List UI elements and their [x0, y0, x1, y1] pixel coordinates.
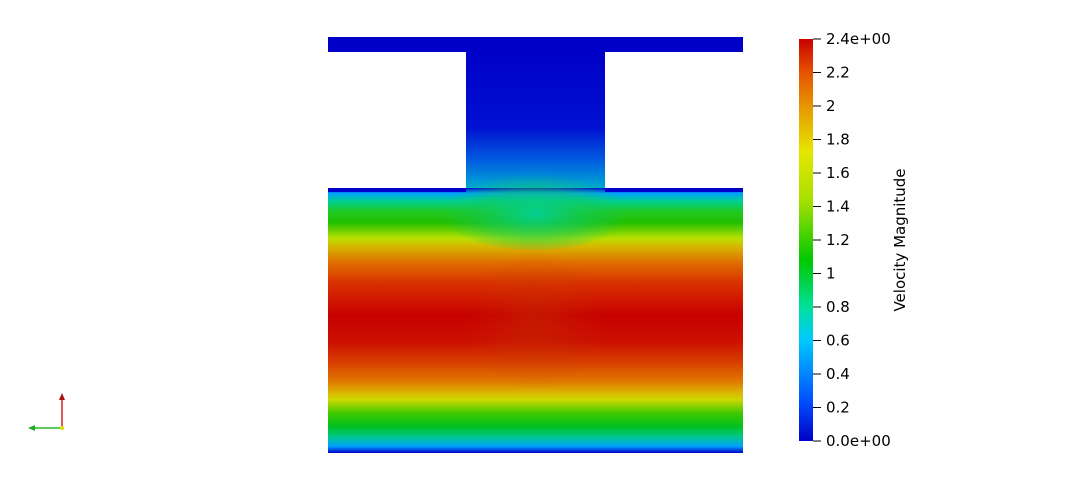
colorbar-tick-label: 1.8 [826, 131, 850, 149]
colorbar-gradient [799, 39, 813, 441]
axis-z-point [60, 426, 64, 430]
colorbar-tick-label: 1.2 [826, 231, 850, 249]
colorbar-tick-label: 0.0e+00 [826, 432, 891, 450]
colorbar: 2.4e+00 2.2 2 1.8 1.6 1.4 1.2 1 0.8 0.6 0.4 0.2 0.0e… [799, 30, 909, 450]
flow-domain[interactable] [328, 37, 743, 453]
colorbar-ticks: 2.4e+00 2.2 2 1.8 1.6 1.4 1.2 1 0.8 0.6 0.4 0.2 0.0e… [813, 30, 891, 450]
colorbar-tick-label: 2 [826, 97, 836, 115]
colorbar-tick-label: 1.6 [826, 164, 850, 182]
main-top-wall-left [328, 188, 466, 192]
axis-y-arrow-icon [59, 393, 65, 400]
colorbar-title: Velocity Magnitude [891, 168, 909, 311]
orientation-axes [28, 393, 65, 431]
junction-region [440, 170, 630, 250]
core-center-band [465, 250, 605, 390]
main-top-wall-right [605, 188, 743, 192]
top-channel [328, 37, 743, 52]
axis-x-arrow-icon [28, 425, 35, 431]
colorbar-tick-label: 0.2 [826, 399, 850, 417]
colorbar-tick-label: 2.4e+00 [826, 30, 891, 48]
stem-channel [466, 50, 605, 190]
colorbar-tick-label: 0.8 [826, 298, 850, 316]
colorbar-tick-label: 0.6 [826, 332, 850, 350]
colorbar-tick-label: 1 [826, 265, 836, 283]
colorbar-tick-label: 1.4 [826, 198, 850, 216]
colorbar-tick-label: 0.4 [826, 365, 850, 383]
colorbar-tick-label: 2.2 [826, 64, 850, 82]
